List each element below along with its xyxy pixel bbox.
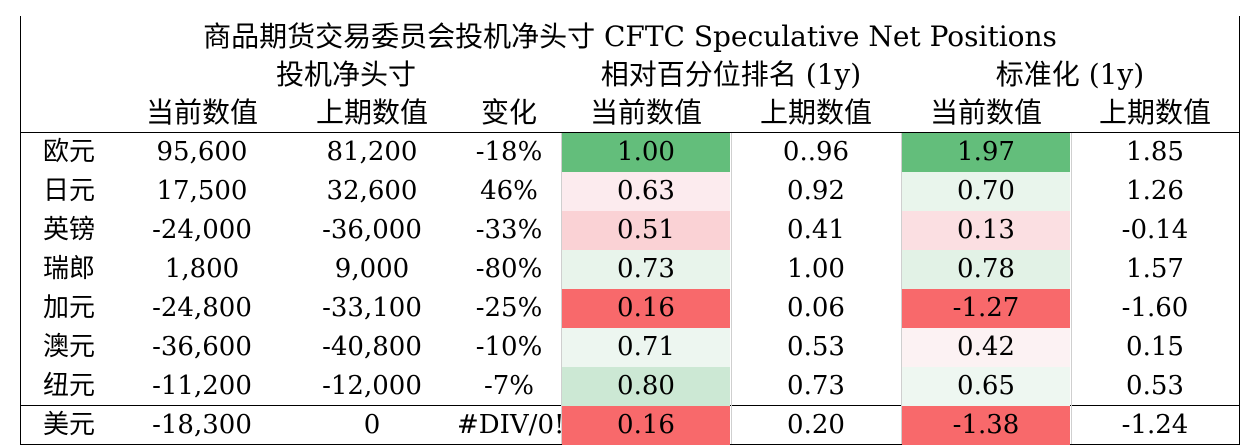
cell-pct-current: 0.80 — [562, 367, 730, 406]
cell-currency: 纽元 — [42, 371, 95, 401]
cell-currency: 加元 — [42, 293, 95, 323]
cell-std-previous: -0.14 — [1121, 215, 1189, 245]
cell-pct-previous: 0.41 — [787, 215, 845, 245]
cell-current: -36,600 — [152, 332, 252, 362]
table-row: 美元 -18,300 0 #DIV/0! 0.16 0.20 -1.38 -1.24 — [21, 406, 1239, 445]
cell-change: 46% — [480, 176, 538, 206]
cell-currency: 澳元 — [42, 332, 95, 362]
cell-std-current: 0.78 — [902, 250, 1070, 289]
table-row: 英镑 -24,000 -36,000 -33% 0.51 0.41 0.13 -0.14 — [21, 211, 1239, 250]
header-change: 变化 — [480, 96, 537, 129]
header-current: 当前数值 — [145, 96, 258, 129]
header-pct-current: 当前数值 — [589, 96, 702, 129]
cell-previous: -33,100 — [322, 293, 422, 323]
cell-currency: 英镑 — [42, 215, 95, 245]
group-header-percentile-rank: 相对百分位排名 (1y) — [600, 58, 862, 91]
table-row: 加元 -24,800 -33,100 -25% 0.16 0.06 -1.27 -1.60 — [21, 289, 1239, 328]
cell-std-previous: 0.53 — [1126, 371, 1184, 401]
cell-std-current: 0.65 — [902, 367, 1070, 406]
cell-change: -80% — [475, 254, 543, 284]
cell-pct-previous: 0.20 — [787, 410, 845, 440]
cell-std-current: -1.38 — [902, 406, 1070, 445]
group-header-net-positions: 投机净头寸 — [275, 58, 416, 91]
table-row: 欧元 95,600 81,200 -18% 1.00 0..96 1.97 1.85 — [21, 133, 1239, 172]
positions-table: 商品期货交易委员会投机净头寸 CFTC Speculative Net Posi… — [20, 16, 1240, 445]
cell-previous: 81,200 — [326, 137, 418, 167]
cell-change: -10% — [475, 332, 543, 362]
cell-change: -18% — [475, 137, 543, 167]
cell-currency: 欧元 — [42, 137, 95, 167]
cell-std-previous: -1.60 — [1121, 293, 1189, 323]
cell-currency: 瑞郎 — [42, 254, 95, 284]
header-previous: 上期数值 — [315, 96, 428, 129]
table-row: 瑞郎 1,800 9,000 -80% 0.73 1.00 0.78 1.57 — [21, 250, 1239, 289]
cell-change: -33% — [475, 215, 543, 245]
cell-pct-previous: 1.00 — [787, 254, 845, 284]
cell-current: 95,600 — [156, 137, 248, 167]
cell-pct-current: 0.63 — [562, 172, 730, 211]
cell-current: 17,500 — [156, 176, 248, 206]
cell-previous: -40,800 — [322, 332, 422, 362]
cell-previous: 9,000 — [334, 254, 410, 284]
cell-current: -18,300 — [152, 410, 252, 440]
cell-std-previous: -1.24 — [1121, 410, 1189, 440]
cell-pct-current: 0.71 — [562, 328, 730, 367]
cell-std-previous: 1.26 — [1126, 176, 1184, 206]
header-divider — [21, 132, 1239, 133]
cell-previous: -12,000 — [322, 371, 422, 401]
cell-pct-current: 0.16 — [562, 289, 730, 328]
group-header-standardized: 标准化 (1y) — [995, 58, 1145, 91]
table-row: 纽元 -11,200 -12,000 -7% 0.80 0.73 0.65 0.53 — [21, 367, 1239, 406]
cell-pct-current: 0.51 — [562, 211, 730, 250]
table-row: 澳元 -36,600 -40,800 -10% 0.71 0.53 0.42 0.15 — [21, 328, 1239, 367]
cell-change: -25% — [475, 293, 543, 323]
cell-current: -24,000 — [152, 215, 252, 245]
header-std-current: 当前数值 — [929, 96, 1042, 129]
cell-std-previous: 1.85 — [1126, 137, 1184, 167]
cell-previous: -36,000 — [322, 215, 422, 245]
cell-std-current: 1.97 — [902, 133, 1070, 172]
cell-current: -11,200 — [152, 371, 252, 401]
cell-currency: 日元 — [42, 176, 95, 206]
cell-std-current: -1.27 — [902, 289, 1070, 328]
cell-pct-previous: 0..96 — [782, 137, 850, 167]
cell-pct-previous: 0.73 — [787, 371, 845, 401]
cell-change: -7% — [483, 371, 535, 401]
cell-std-current: 0.42 — [902, 328, 1070, 367]
table-row: 日元 17,500 32,600 46% 0.63 0.92 0.70 1.26 — [21, 172, 1239, 211]
column-gridline — [1071, 133, 1072, 444]
cell-pct-previous: 0.53 — [787, 332, 845, 362]
cell-pct-previous: 0.06 — [787, 293, 845, 323]
cell-currency: 美元 — [42, 410, 95, 440]
cell-std-current: 0.70 — [902, 172, 1070, 211]
cell-std-previous: 1.57 — [1126, 254, 1184, 284]
cell-previous: 32,600 — [326, 176, 418, 206]
cell-previous: 0 — [363, 410, 381, 440]
cell-current: 1,800 — [164, 254, 240, 284]
column-header-row: 当前数值 上期数值 变化 当前数值 上期数值 当前数值 上期数值 — [21, 94, 1239, 132]
header-pct-previous: 上期数值 — [759, 96, 872, 129]
cell-std-current: 0.13 — [902, 211, 1070, 250]
cell-pct-current: 1.00 — [562, 133, 730, 172]
column-gridline — [901, 133, 902, 444]
cell-pct-previous: 0.92 — [787, 176, 845, 206]
column-gridline — [731, 133, 732, 444]
cell-std-previous: 0.15 — [1126, 332, 1184, 362]
cell-pct-current: 0.16 — [562, 406, 730, 445]
cell-pct-current: 0.73 — [562, 250, 730, 289]
cell-current: -24,800 — [152, 293, 252, 323]
header-std-previous: 上期数值 — [1098, 96, 1211, 129]
cell-change: #DIV/0! — [457, 410, 565, 440]
column-gridline — [561, 133, 562, 444]
table-title: 商品期货交易委员会投机净头寸 CFTC Speculative Net Posi… — [203, 20, 1057, 53]
